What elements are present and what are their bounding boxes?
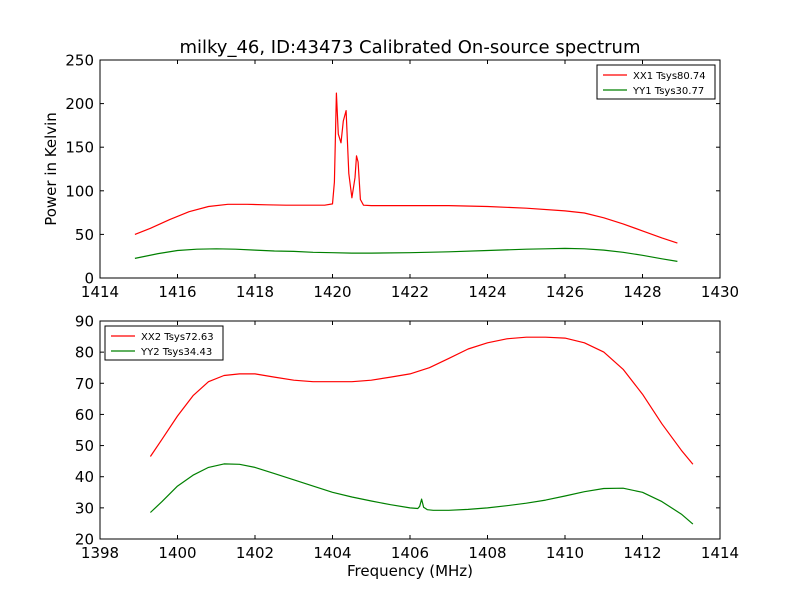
- y-tick-label: 150: [65, 139, 94, 157]
- y-tick-label: 0: [84, 270, 94, 288]
- y-tick-label: 20: [75, 531, 94, 549]
- y-tick-label: 30: [75, 499, 94, 517]
- x-tick-label: 1400: [158, 544, 196, 562]
- x-tick-label: 1410: [546, 544, 584, 562]
- subplots: 1414 1416 1418 1420 1422 1424 1426 1428 14300501…: [42, 52, 739, 581]
- y-tick-label: 50: [75, 437, 94, 455]
- y-tick-label: 50: [75, 226, 94, 244]
- x-tick-label: 1398: [81, 544, 119, 562]
- x-tick-label: 1422: [391, 283, 429, 301]
- x-tick-label: 1414: [701, 544, 739, 562]
- x-tick-label: 1404: [313, 544, 351, 562]
- legend: XX1 Tsys80.74 YY1 Tsys30.77: [596, 64, 716, 100]
- subplot-1: 1414 1416 1418 1420 1422 1424 1426 1428 1430 0 50 1…: [42, 52, 739, 302]
- series-line-yy2: [149, 463, 694, 525]
- legend: XX2 Tsys72.63 YY2 Tsys34.43: [104, 325, 224, 361]
- y-tick-label: 90: [75, 313, 94, 331]
- y-tick-label: 200: [65, 95, 94, 113]
- y-tick-label: 80: [75, 344, 94, 362]
- x-tick-label: 1412: [623, 544, 661, 562]
- y-tick-label: 70: [75, 375, 94, 393]
- x-tick-label: 1426: [546, 283, 584, 301]
- series-line-xx1: [134, 92, 678, 244]
- x-tick-label: 1416: [158, 283, 196, 301]
- x-tick-label: 1420: [313, 283, 351, 301]
- y-axis-label: Power in Kelvin: [42, 112, 60, 226]
- y-tick-label: 60: [75, 406, 94, 424]
- y-tick-label: 40: [75, 468, 94, 486]
- y-tick-label: 250: [65, 52, 94, 70]
- x-tick-label: 1424: [468, 283, 506, 301]
- y-tick-label: 100: [65, 182, 94, 200]
- subplot-2: 1398 1400 1402 1404 1406 1408 1410 1412 1414 20 30…: [75, 313, 739, 581]
- series-line-xx2: [149, 336, 694, 465]
- figure-title: milky_46, ID:43473 Calibrated On-source …: [179, 37, 640, 58]
- x-tick-label: 1408: [468, 544, 506, 562]
- legend-label: YY2 Tsys34.43: [140, 347, 212, 358]
- x-tick-label: 1402: [236, 544, 274, 562]
- x-tick-label: 1406: [391, 544, 429, 562]
- series-line-yy1: [134, 247, 678, 262]
- x-tick-label: 1430: [701, 283, 739, 301]
- legend-label: YY1 Tsys30.77: [632, 86, 704, 97]
- x-tick-label: 1414: [81, 283, 119, 301]
- x-tick-label: 1418: [236, 283, 274, 301]
- legend-box: [104, 325, 224, 361]
- legend-label: XX1 Tsys80.74: [633, 71, 706, 82]
- x-axis-label: Frequency (MHz): [347, 562, 473, 580]
- x-tick-label: 1428: [623, 283, 661, 301]
- legend-label: XX2 Tsys72.63: [141, 332, 214, 343]
- legend-box: [596, 64, 716, 100]
